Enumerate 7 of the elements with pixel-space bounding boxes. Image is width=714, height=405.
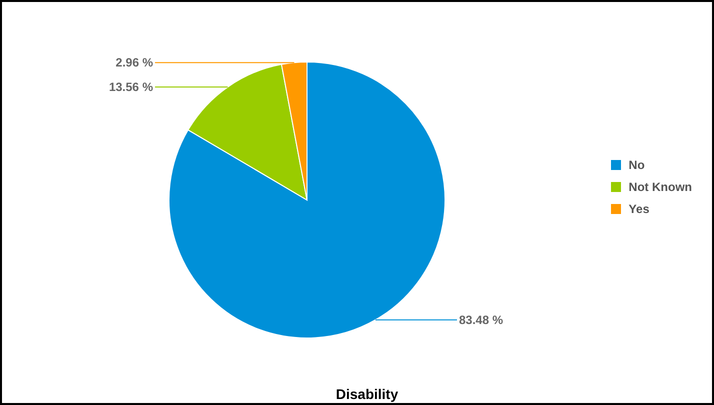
data-label: 13.56 % [108,80,154,94]
data-label: 83.48 % [459,312,504,327]
legend-label: No [628,158,645,172]
data-label: 2.96 % [116,56,154,70]
legend-label: Yes [628,202,650,216]
text: Disability [334,386,400,402]
legend-label: Not Known [628,180,692,194]
